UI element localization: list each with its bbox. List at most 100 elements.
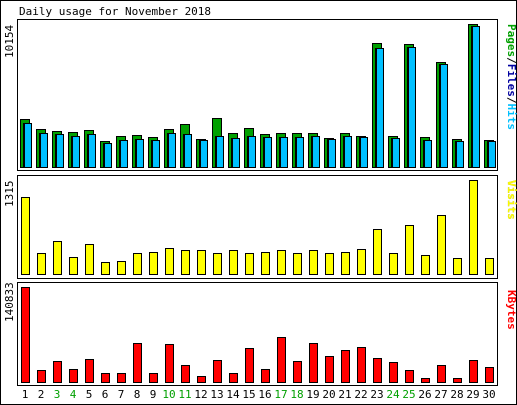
hits-bar-day-27	[440, 64, 448, 168]
kbytes-bar-day-20	[325, 356, 334, 383]
hits-bar-day-14	[232, 138, 240, 168]
x-tick-label-day-6: 6	[102, 388, 109, 401]
visits-bar-day-13	[213, 253, 222, 275]
x-tick-label-day-21: 21	[338, 388, 351, 401]
kbytes-bar-day-13	[213, 360, 222, 383]
visits-bar-day-26	[421, 255, 430, 275]
legend-sep-1: /	[505, 57, 517, 64]
kbytes-bar-day-9	[149, 373, 158, 383]
panel-hits: 10154 Pages/Files/Hits	[3, 19, 517, 171]
visits-bar-day-12	[197, 250, 206, 275]
visits-bar-day-24	[389, 253, 398, 275]
chart-title: Daily usage for November 2018	[19, 5, 211, 18]
kbytes-bar-day-24	[389, 362, 398, 383]
x-tick-label-day-25: 25	[402, 388, 415, 401]
kbytes-bar-day-25	[405, 370, 414, 383]
x-tick-label-day-9: 9	[150, 388, 157, 401]
kbytes-bar-day-7	[117, 373, 126, 383]
visits-bar-day-28	[453, 258, 462, 275]
visits-bar-day-5	[85, 244, 94, 275]
panel-hits-ymax-label: 10154	[3, 25, 16, 58]
hits-bar-day-21	[344, 136, 352, 168]
hits-bar-day-24	[392, 138, 400, 168]
visits-bar-day-10	[165, 248, 174, 275]
kbytes-bar-day-1	[21, 287, 30, 383]
kbytes-bar-day-30	[485, 367, 494, 383]
hits-bar-day-5	[88, 134, 96, 168]
x-axis-day-labels: 1 2 3 4 5 6 7 8 9 10 11 12 13 14 15 16 17 18 19 20 21 22 23 24 2…	[22, 388, 496, 401]
panel-visits-ymax-label: 1315	[3, 181, 16, 208]
kbytes-bar-day-22	[357, 347, 366, 383]
x-tick-label-day-7: 7	[118, 388, 125, 401]
panel-visits-bars	[21, 180, 494, 275]
hits-bar-day-11	[184, 134, 192, 168]
panel-visits-legend: Visits	[505, 180, 517, 220]
legend-sep-2: /	[505, 97, 517, 104]
visits-bar-day-18	[293, 253, 302, 275]
panel-kbytes-ymax-label: 140833	[3, 282, 16, 322]
x-tick-label-day-1: 1	[22, 388, 29, 401]
legend-pages: Pages	[505, 24, 517, 57]
visits-bar-day-19	[309, 250, 318, 275]
x-tick-label-day-23: 23	[370, 388, 383, 401]
visits-bar-day-6	[101, 262, 110, 275]
kbytes-bar-day-19	[309, 343, 318, 383]
x-tick-label-day-19: 19	[306, 388, 319, 401]
hits-bar-day-17	[280, 137, 288, 168]
visits-bar-day-16	[261, 252, 270, 275]
x-tick-label-day-10: 10	[162, 388, 175, 401]
x-tick-label-day-13: 13	[210, 388, 223, 401]
x-tick-label-day-17: 17	[274, 388, 287, 401]
hits-bar-day-10	[168, 133, 176, 168]
kbytes-bar-day-10	[165, 344, 174, 383]
kbytes-bar-day-21	[341, 350, 350, 383]
legend-files: Files	[505, 64, 517, 97]
hits-bar-day-22	[360, 137, 368, 168]
hits-bar-day-7	[120, 140, 128, 168]
visits-bar-day-17	[277, 250, 286, 275]
visits-bar-day-11	[181, 250, 190, 275]
x-tick-label-day-22: 22	[354, 388, 367, 401]
kbytes-bar-day-18	[293, 361, 302, 383]
panel-kbytes-frame	[17, 282, 498, 386]
hits-bar-day-13	[216, 136, 224, 168]
x-tick-label-day-3: 3	[54, 388, 61, 401]
kbytes-bar-day-11	[181, 365, 190, 383]
hits-bar-day-20	[328, 139, 336, 168]
x-tick-label-day-14: 14	[226, 388, 240, 401]
kbytes-bar-day-28	[453, 378, 462, 383]
hits-bar-day-12	[200, 140, 208, 168]
visits-bar-day-21	[341, 252, 350, 275]
x-tick-label-day-27: 27	[434, 388, 447, 401]
x-tick-label-day-18: 18	[290, 388, 303, 401]
kbytes-bar-day-5	[85, 359, 94, 383]
visits-bar-day-4	[69, 257, 78, 275]
hits-bar-day-2	[40, 133, 48, 168]
x-tick-label-day-12: 12	[194, 388, 207, 401]
visits-bar-day-23	[373, 229, 382, 275]
kbytes-bar-day-16	[261, 369, 270, 383]
panel-kbytes-legend: KBytes	[505, 290, 517, 330]
x-tick-label-day-26: 26	[418, 388, 431, 401]
x-tick-label-day-5: 5	[86, 388, 93, 401]
visits-bar-day-29	[469, 180, 478, 275]
x-tick-label-day-24: 24	[386, 388, 400, 401]
panel-visits-frame	[17, 175, 498, 279]
kbytes-bar-day-23	[373, 358, 382, 383]
x-tick-label-day-30: 30	[482, 388, 495, 401]
visits-bar-day-3	[53, 241, 62, 275]
kbytes-bar-day-8	[133, 343, 142, 383]
visits-bar-day-30	[485, 258, 494, 275]
x-tick-label-day-15: 15	[242, 388, 255, 401]
visits-bar-day-8	[133, 253, 142, 275]
kbytes-bar-day-26	[421, 378, 430, 383]
kbytes-bar-day-12	[197, 376, 206, 383]
panel-hits-bars	[20, 24, 496, 168]
panel-kbytes: 140833 KBytes	[3, 282, 517, 386]
kbytes-bar-day-15	[245, 348, 254, 383]
x-tick-label-day-8: 8	[134, 388, 141, 401]
visits-bar-day-7	[117, 261, 126, 275]
x-tick-label-day-4: 4	[70, 388, 77, 401]
